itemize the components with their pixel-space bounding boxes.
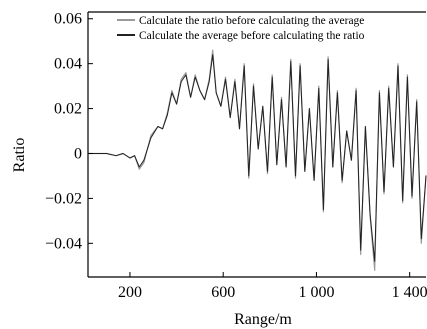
y-axis-title: Ratio xyxy=(11,138,28,173)
legend-label: Calculate the average before calculating… xyxy=(139,30,365,42)
y-tick-label: 0.06 xyxy=(54,11,82,28)
y-tick-label: 0.02 xyxy=(54,101,82,118)
y-tick-label: −0.02 xyxy=(45,190,82,207)
y-tick-label: 0.04 xyxy=(54,56,82,73)
y-tick-label: 0 xyxy=(74,145,82,162)
series-line-average-first xyxy=(87,54,427,262)
plot-lines xyxy=(87,49,427,271)
x-tick-label: 200 xyxy=(118,284,142,301)
legend: Calculate the ratio before calculating t… xyxy=(117,15,365,42)
x-tick-label: 1 400 xyxy=(392,284,427,301)
x-ticks: 200 600 1 000 1 400 xyxy=(118,272,427,301)
x-tick-label: 1 000 xyxy=(298,284,334,301)
y-ticks: 0.06 0.04 0.02 0 −0.02 −0.04 xyxy=(45,11,93,252)
x-axis-title: Range/m xyxy=(234,311,292,328)
x-tick-label: 600 xyxy=(211,284,235,301)
y-tick-label: −0.04 xyxy=(45,235,82,252)
legend-label: Calculate the ratio before calculating t… xyxy=(139,15,364,27)
